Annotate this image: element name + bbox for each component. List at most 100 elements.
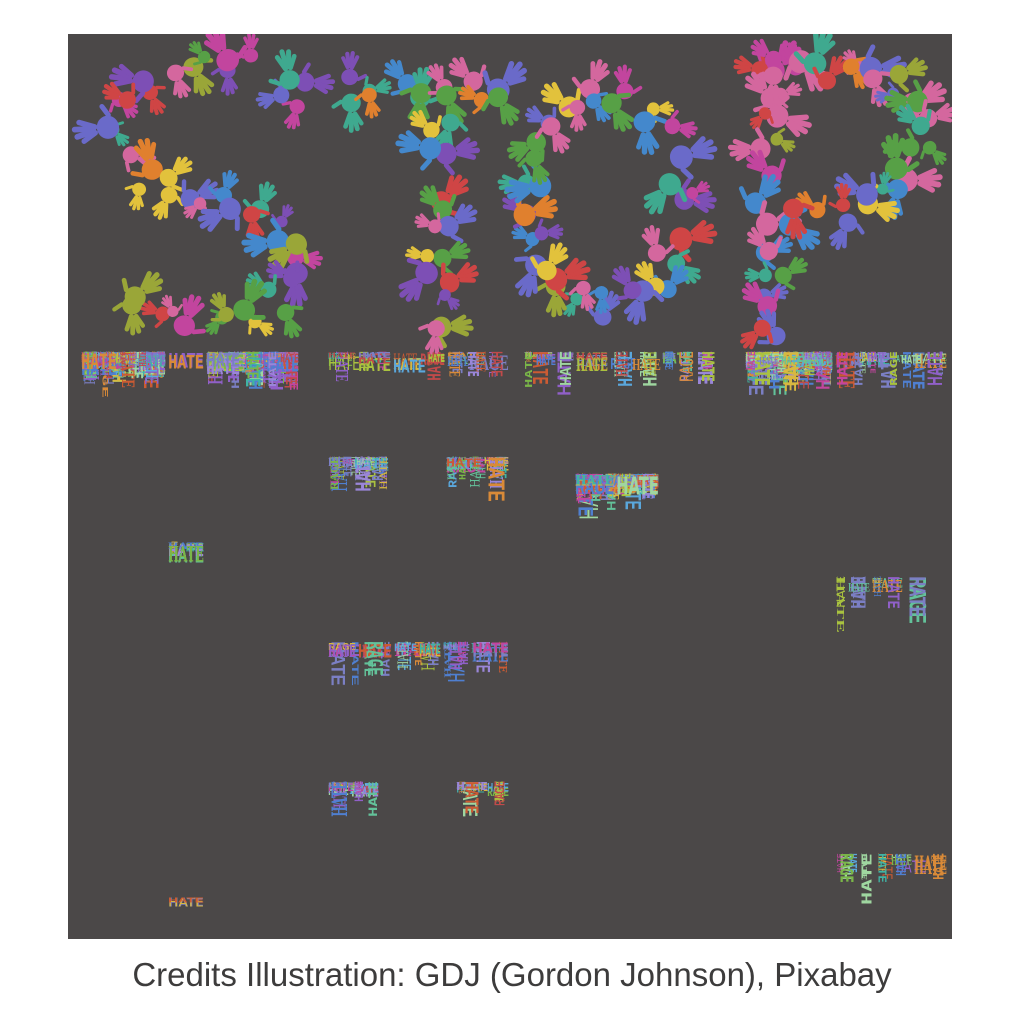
hate-word: HATE: [599, 473, 618, 501]
hate-word: HATE: [791, 351, 815, 362]
hate-word: HATE: [282, 351, 299, 385]
hate-word: HATE: [328, 781, 357, 791]
hate-word: HATE: [150, 353, 166, 364]
hate-word: HATE: [444, 641, 473, 683]
handprint-icon: [431, 286, 464, 318]
hate-word: HATE: [620, 473, 634, 483]
hate-word: HATE: [328, 455, 352, 469]
hate-word: HATE: [457, 456, 467, 480]
hate-word: HATE: [206, 354, 223, 365]
hate-word: HATE: [327, 456, 341, 488]
hate-word: HATE: [358, 456, 373, 477]
hate-word: RAGE: [902, 576, 931, 624]
hate-word: HATE: [247, 352, 271, 367]
hate-word: HATE: [614, 351, 632, 377]
hate-word: HATE: [127, 351, 166, 371]
hate-word: HATE: [142, 351, 162, 382]
hate-word: HATE: [249, 353, 280, 373]
hate-word: HATE: [745, 351, 780, 362]
handprint-icon: [329, 92, 366, 136]
hate-word: HATE: [664, 351, 673, 365]
hate-word: HATE: [155, 351, 166, 367]
hate-word: HATE: [157, 351, 166, 377]
hate-word: HATE: [101, 351, 125, 360]
hate-word: HATE: [464, 351, 482, 377]
hate-word: HATE: [615, 351, 639, 387]
hate-word: HATE: [393, 641, 414, 671]
hate-word: HATE: [112, 352, 136, 368]
hate-word: RAGE: [420, 352, 445, 369]
hate-word: HATE: [696, 351, 715, 379]
hate-word: RAGE: [370, 456, 387, 481]
hate-word: HATE: [612, 473, 642, 492]
hate-word: HATE: [350, 641, 361, 686]
hate-word: HATE: [808, 352, 833, 367]
hate-word: RAGE: [446, 457, 486, 478]
hate-word: HATE: [817, 351, 831, 371]
hate-word: HATE: [637, 473, 659, 488]
hate-word: HATE: [443, 643, 456, 652]
hate-word: HATE: [365, 784, 379, 793]
hate-word: HATE: [876, 853, 890, 873]
hate-word: HATE: [930, 853, 948, 880]
hate-word: HATE: [461, 456, 484, 470]
hate-word: HATE: [82, 351, 101, 379]
hate-word: HATE: [873, 576, 884, 597]
hate-word: HATE: [576, 351, 608, 370]
hate-word: HATE: [814, 351, 835, 390]
hate-word: HATE: [770, 351, 779, 365]
hate-word: HATE: [244, 353, 269, 369]
hate-word: HATE: [106, 352, 136, 372]
hate-word: HATE: [358, 351, 391, 360]
hate-word: HATE: [127, 350, 166, 361]
hate-word: HATE: [619, 473, 635, 497]
hate-word: HATE: [137, 351, 163, 389]
hate-word: HATE: [328, 641, 356, 661]
hate-word: HATE: [341, 456, 353, 477]
hate-word: HATE: [273, 351, 293, 381]
hate-word: HATE: [127, 354, 166, 380]
hate-word: HATE: [867, 351, 887, 365]
hate-word: HATE: [380, 456, 389, 488]
hate-word: HATE: [574, 473, 597, 517]
hate-word: HATE: [745, 351, 765, 381]
hate-word: HATE: [150, 354, 166, 365]
hate-word: HATE: [328, 642, 356, 661]
hate-word: HATE: [206, 350, 245, 364]
hate-word: HATE: [362, 350, 391, 360]
hate-word: HATE: [446, 460, 466, 474]
hate-word: HATE: [575, 472, 603, 486]
hate-word: HATE: [635, 474, 659, 489]
hate-word: HATE: [328, 783, 354, 791]
hate-word: RAGE: [447, 456, 461, 488]
hate-word: HATE: [745, 352, 765, 366]
hate-word: HATE: [929, 353, 947, 364]
hate-word: HATE: [119, 351, 143, 367]
hate-word: HATE: [586, 473, 605, 500]
hate-word: HATE: [81, 351, 105, 362]
hate-word: RAGE: [362, 642, 392, 662]
hate-word: HATE: [644, 473, 659, 496]
hate-word: RAGE: [138, 355, 155, 366]
hate-word: HATE: [620, 473, 634, 496]
hate-word: HATE: [524, 352, 553, 362]
hate-word: RAGE: [363, 641, 387, 676]
hate-word: HATE: [627, 473, 659, 487]
hate-word: HATE: [356, 785, 379, 801]
hate-word: HATE: [768, 351, 789, 381]
hate-word: HATE: [604, 473, 619, 496]
hate-word: HATE: [419, 644, 441, 659]
hate-word: HATE: [794, 351, 812, 390]
hate-word: HATE: [82, 351, 98, 380]
hate-word: HATE: [206, 351, 244, 365]
hate-word: HATE: [206, 352, 245, 373]
hate-word: HATE: [848, 579, 870, 594]
hate-word: HATE: [931, 351, 947, 375]
hate-word: HATE: [748, 351, 763, 372]
hate-word: HATE: [206, 353, 227, 367]
hate-word: HATE: [819, 351, 834, 386]
hate-word: HATE: [354, 781, 363, 795]
hate-word: HATE: [461, 457, 484, 472]
hate-word: HATE: [576, 355, 608, 376]
hate-word: HATE: [128, 351, 148, 363]
